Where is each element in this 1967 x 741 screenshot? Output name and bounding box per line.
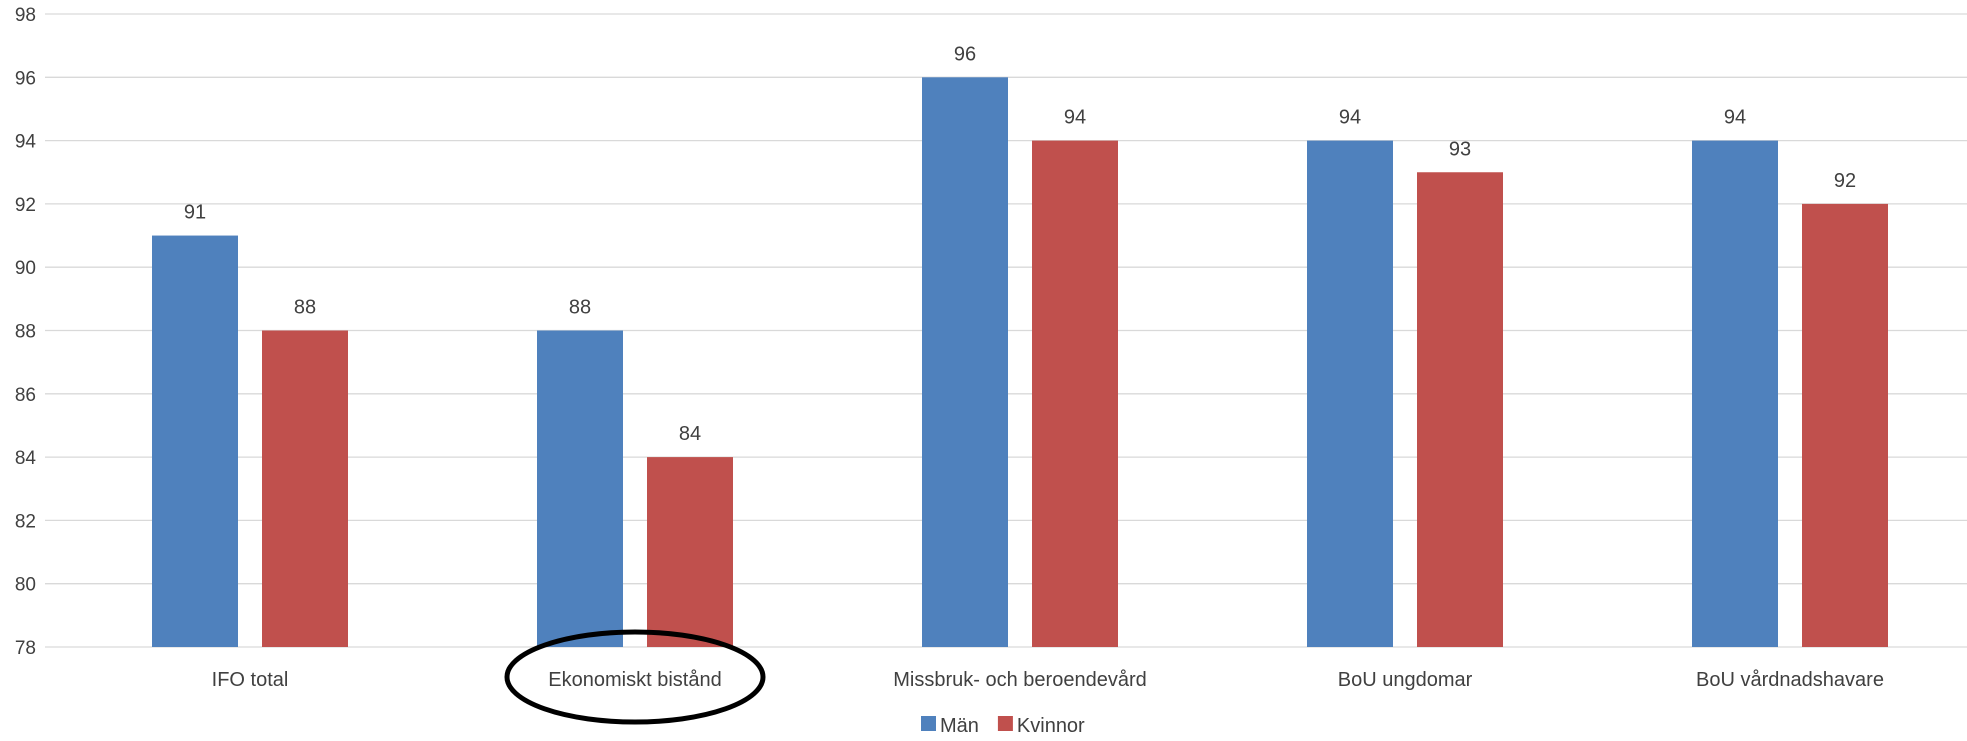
legend-label: Män: [940, 715, 979, 737]
data-label: 96: [954, 43, 976, 65]
category-label: BoU vårdnadshavare: [1696, 669, 1884, 691]
y-tick-label: 90: [15, 258, 36, 279]
category-label: Missbruk- och beroendevård: [893, 669, 1146, 691]
y-axis-tick-labels: 78 80 82 84 86 88 90 92 94 96 98: [15, 5, 37, 659]
y-tick-label: 96: [15, 68, 36, 89]
y-tick-label: 82: [15, 511, 36, 532]
data-label: 93: [1449, 138, 1471, 160]
bar-kvinnor: [1802, 203, 1888, 647]
legend: Män Kvinnor: [921, 715, 1085, 737]
highlight-ellipse-shape: [504, 629, 766, 725]
y-tick-label: 84: [15, 448, 37, 469]
bar-kvinnor: [1417, 172, 1503, 647]
y-tick-label: 86: [15, 385, 36, 406]
y-tick-label: 98: [15, 5, 36, 26]
legend-swatch: [921, 716, 936, 731]
highlight-ellipse: [504, 629, 766, 725]
category-label: IFO total: [212, 669, 289, 691]
bar-man: [922, 77, 1008, 648]
y-tick-label: 88: [15, 322, 36, 343]
y-tick-label: 78: [15, 638, 36, 659]
bar-kvinnor: [1032, 140, 1118, 647]
category-label: Ekonomiskt bistånd: [548, 669, 721, 691]
category-label: BoU ungdomar: [1338, 669, 1473, 691]
data-labels: 91 88 88 84 96 94 94 93 94 92: [184, 43, 1856, 445]
bar-kvinnor: [647, 457, 733, 647]
data-label: 84: [679, 423, 701, 445]
bar-kvinnor: [262, 330, 348, 647]
y-tick-label: 80: [15, 575, 36, 596]
bar-man: [152, 235, 238, 648]
legend-label: Kvinnor: [1017, 715, 1085, 737]
data-label: 94: [1724, 107, 1746, 129]
bar-man: [1692, 140, 1778, 647]
y-tick-label: 94: [15, 132, 37, 153]
bars: [152, 77, 1888, 648]
y-tick-label: 92: [15, 195, 36, 216]
category-labels: IFO total Ekonomiskt bistånd Missbruk- och…: [212, 669, 1884, 691]
data-label: 88: [569, 297, 591, 319]
bar-man: [537, 330, 623, 647]
data-label: 91: [184, 202, 206, 224]
data-label: 94: [1064, 107, 1086, 129]
bar-man: [1307, 140, 1393, 647]
legend-swatch: [997, 716, 1013, 731]
data-label: 88: [294, 297, 316, 319]
data-label: 92: [1834, 170, 1856, 192]
data-label: 94: [1339, 107, 1361, 129]
